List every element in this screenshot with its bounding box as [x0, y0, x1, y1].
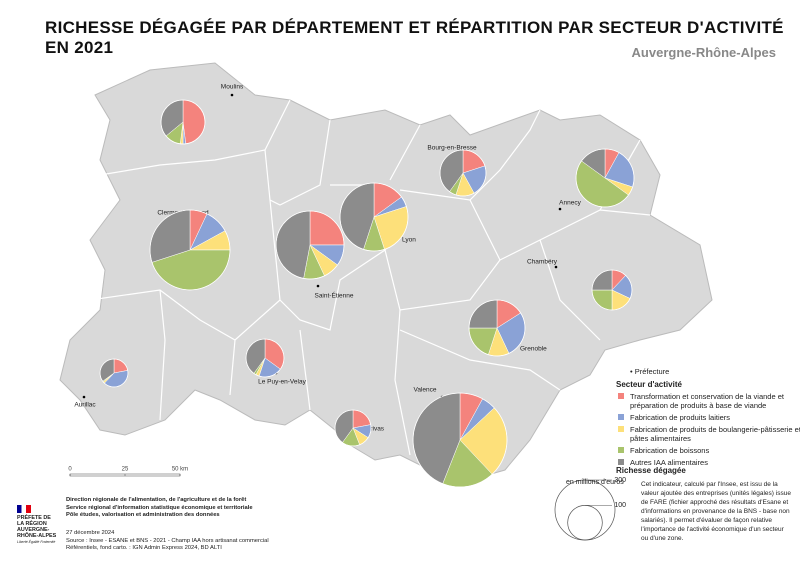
pie-outline — [412, 392, 508, 488]
pie — [575, 148, 635, 208]
prefecture-legend: • Préfecture — [630, 367, 670, 376]
legend-label: Fabrication de produits de boulangerie-p… — [630, 425, 800, 443]
sector-legend-title: Secteur d'activité — [616, 380, 682, 389]
pie — [591, 269, 633, 311]
pie-outline — [275, 210, 345, 280]
pie — [245, 338, 285, 378]
flag — [17, 505, 31, 513]
city-label: Privas — [366, 426, 385, 433]
pie — [160, 99, 206, 145]
legend-swatch — [618, 414, 624, 420]
prefecture-dot — [316, 284, 320, 288]
org: Direction régionale de l'alimentation, d… — [66, 497, 253, 520]
source: Source : Insee - ESANE et BNS - 2021 - C… — [66, 537, 269, 544]
region-outline — [59, 62, 713, 481]
legend-swatch — [618, 426, 624, 432]
size-circle — [567, 505, 603, 541]
prefecture-dot — [558, 207, 562, 211]
department-borders — [89, 99, 651, 456]
city-label: Le Puy-en-Velay — [258, 379, 306, 386]
pie — [149, 209, 231, 291]
size-legend-title: Richesse dégagée — [616, 466, 686, 475]
pie-outline — [591, 269, 633, 311]
pie — [439, 149, 487, 197]
pie — [339, 182, 409, 252]
org-line: Direction régionale de l'alimentation, d… — [66, 497, 247, 503]
size-label: 100 — [614, 502, 626, 509]
city-label: Grenoble — [520, 346, 547, 353]
city-label: Annecy — [559, 200, 581, 207]
refs: Référentiels, fond carto. : IGN Admin Ex… — [66, 545, 222, 551]
prefecture-label: Préfecture — [634, 367, 670, 376]
logo-text: PRÉFETE DE LA RÉGION AUVERGNE-RHÔNE-ALPE… — [17, 515, 57, 539]
legend-label: Fabrication de produits laitiers — [630, 413, 731, 422]
city-label: Moulins — [221, 84, 244, 91]
pie-outline — [99, 358, 129, 388]
pie-outline — [339, 182, 409, 252]
logo: PRÉFETE DE LA RÉGION AUVERGNE-RHÔNE-ALPE… — [17, 505, 59, 545]
size-unit: en millions d'euros — [566, 479, 624, 486]
org-line: Pôle études, valorisation et administrat… — [66, 512, 220, 518]
scale-label: 25 — [122, 467, 129, 473]
pie — [334, 409, 372, 447]
pie-outline — [468, 299, 526, 357]
legend-label: Autres IAA alimentaires — [630, 458, 708, 467]
subtitle: Auvergne-Rhône-Alpes — [631, 45, 776, 60]
prefecture-dot — [230, 93, 234, 97]
city-label: Valence — [413, 387, 436, 394]
size-circle — [554, 479, 616, 541]
pie-outline — [439, 149, 487, 197]
legend-label: Transformation et conservation de la via… — [630, 392, 784, 410]
pie — [275, 210, 345, 280]
legend-swatch — [618, 393, 624, 399]
legend-label: Fabrication de boissons — [630, 446, 710, 455]
pie-outline — [160, 99, 206, 145]
legend-swatch — [618, 459, 624, 465]
city-label: Lyon — [402, 237, 416, 244]
pie-outline — [334, 409, 372, 447]
pie — [99, 358, 129, 388]
title: RICHESSE DÉGAGÉE PAR DÉPARTEMENT ET RÉPA… — [45, 18, 784, 57]
city-label: Chambéry — [527, 259, 558, 266]
footer-notes: 27 décembre 2024 Source : Insee - ESANE … — [66, 530, 269, 553]
motto: Liberté Égalité Fraternité — [17, 540, 56, 544]
city-label: Bourg-en-Bresse — [427, 145, 477, 152]
org-line: Service régional d'information statistiq… — [66, 504, 253, 511]
pie — [412, 392, 508, 488]
city-label: Aurillac — [74, 402, 96, 409]
prefecture-dot — [554, 265, 558, 269]
prefecture-dot — [82, 395, 86, 399]
size-label: 300 — [614, 477, 626, 484]
description: Cet indicateur, calculé par l'Insee, est… — [641, 481, 791, 542]
city-label: Saint-Étienne — [314, 291, 353, 300]
scale-label: 50 km — [172, 467, 188, 473]
pie — [468, 299, 526, 357]
legend-swatch — [618, 447, 624, 453]
date: 27 décembre 2024 — [66, 530, 115, 536]
pie-outline — [149, 209, 231, 291]
scale-label: 0 — [68, 467, 72, 473]
pie-outline — [245, 338, 285, 378]
pie-outline — [575, 148, 635, 208]
